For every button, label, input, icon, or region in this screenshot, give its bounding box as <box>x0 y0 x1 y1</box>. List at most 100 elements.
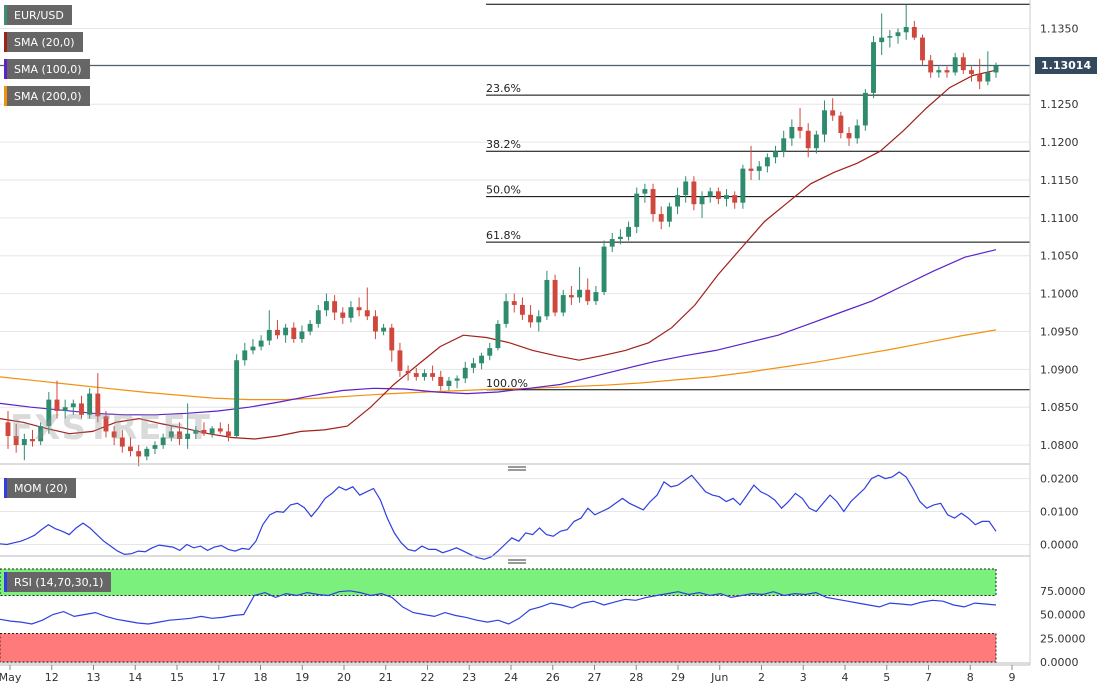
candle-body <box>977 73 983 82</box>
x-axis-label: 5 <box>883 671 890 684</box>
price-panel-bg <box>0 2 1030 464</box>
price-tick-label: 1.1000 <box>1040 288 1079 301</box>
candle-body <box>364 310 370 317</box>
x-axis-label: 2 <box>758 671 765 684</box>
symbol-label: EUR/USD <box>14 8 64 22</box>
candle-body <box>879 37 885 43</box>
candle-body <box>323 301 329 311</box>
candle-body <box>103 416 109 432</box>
candle-body <box>144 448 150 457</box>
candle-body <box>266 329 272 341</box>
x-axis-label: 27 <box>588 671 602 684</box>
candle-body <box>226 431 231 436</box>
candle-body <box>46 399 52 427</box>
candle-body <box>487 348 493 356</box>
candle-body <box>675 195 681 207</box>
candle-body <box>111 431 117 438</box>
candle-body <box>136 451 142 457</box>
candle-body <box>854 125 860 139</box>
x-axis-label: 23 <box>462 671 476 684</box>
candle-body <box>389 327 395 351</box>
candle-body <box>593 292 599 302</box>
sma200-tag[interactable]: SMA (200,0) <box>4 86 90 106</box>
x-axis-label: 18 <box>254 671 268 684</box>
candle-body <box>119 437 125 447</box>
candle-body <box>250 346 256 351</box>
candle-body <box>773 151 778 158</box>
candle-body <box>895 32 901 37</box>
candle-body <box>193 429 199 434</box>
candle-body <box>30 439 35 442</box>
candle-body <box>634 193 640 227</box>
mom-line <box>0 471 997 560</box>
x-axis-label: 8 <box>967 671 974 684</box>
candle-body <box>887 36 893 38</box>
rsi-overbought-zone <box>0 568 997 596</box>
symbol-tag[interactable]: EUR/USD <box>4 5 72 25</box>
candle-body <box>307 323 313 332</box>
candle-body <box>519 304 525 315</box>
candle-body <box>381 327 387 332</box>
candle-body <box>920 37 925 61</box>
candle-body <box>462 367 468 379</box>
candle-body <box>552 279 558 313</box>
x-axis-label: 28 <box>629 671 643 684</box>
fib-level-label: 50.0% <box>486 184 521 197</box>
candle-body <box>732 195 738 203</box>
mom-tag[interactable]: MOM (20) <box>4 478 76 498</box>
candle-body <box>38 426 44 442</box>
candle-body <box>503 301 509 324</box>
sma200-label: SMA (200,0) <box>14 89 82 103</box>
fib-level-label: 38.2% <box>486 138 521 151</box>
sma20-tag[interactable]: SMA (20,0) <box>4 32 83 52</box>
candle-body <box>715 191 721 199</box>
x-axis-label: 21 <box>379 671 393 684</box>
candle-body <box>748 168 754 171</box>
candle-body <box>87 393 93 415</box>
candle-body <box>413 373 419 377</box>
x-axis-label: 4 <box>842 671 849 684</box>
x-axis-label: 13 <box>87 671 101 684</box>
candle-body <box>340 312 346 318</box>
price-tick-label: 1.0900 <box>1040 363 1079 376</box>
candle-body <box>536 316 542 323</box>
sma100-tag[interactable]: SMA (100,0) <box>4 59 90 79</box>
candle-body <box>707 191 713 197</box>
candle-body <box>960 57 966 71</box>
candle-body <box>691 181 697 205</box>
candle-body <box>666 206 672 222</box>
x-axis-label: 22 <box>421 671 435 684</box>
candle-body <box>952 57 958 73</box>
candle-body <box>789 126 795 139</box>
mom-tick-label: 0.0000 <box>1040 538 1079 551</box>
candle-body <box>797 126 803 131</box>
x-axis-label: 3 <box>800 671 807 684</box>
resize-handle <box>508 469 526 471</box>
candle-body <box>454 378 460 381</box>
x-axis-label: 20 <box>337 671 351 684</box>
candle-body <box>234 360 240 436</box>
candle-body <box>217 428 223 432</box>
candle-body <box>299 331 305 340</box>
price-tick-label: 1.1350 <box>1040 23 1079 36</box>
rsi-tag[interactable]: RSI (14,70,30,1) <box>4 572 112 592</box>
candle-body <box>511 301 517 305</box>
rsi-oversold-zone <box>0 633 997 663</box>
mom-tick-label: 0.0200 <box>1040 473 1079 486</box>
price-tick-label: 1.1150 <box>1040 174 1079 187</box>
candle-body <box>740 168 746 203</box>
x-axis-label: 7 <box>925 671 932 684</box>
candle-body <box>13 435 19 446</box>
candle-body <box>903 26 909 33</box>
candle-body <box>642 189 648 194</box>
candle-body <box>585 289 591 302</box>
candle-body <box>724 195 729 199</box>
resize-handle <box>508 559 526 561</box>
x-axis-label: Jun <box>710 671 728 684</box>
candle-body <box>185 433 191 440</box>
price-tick-label: 1.1200 <box>1040 136 1079 149</box>
candle-body <box>242 350 248 361</box>
x-axis-label: 29 <box>671 671 685 684</box>
x-axis-label: 19 <box>295 671 309 684</box>
